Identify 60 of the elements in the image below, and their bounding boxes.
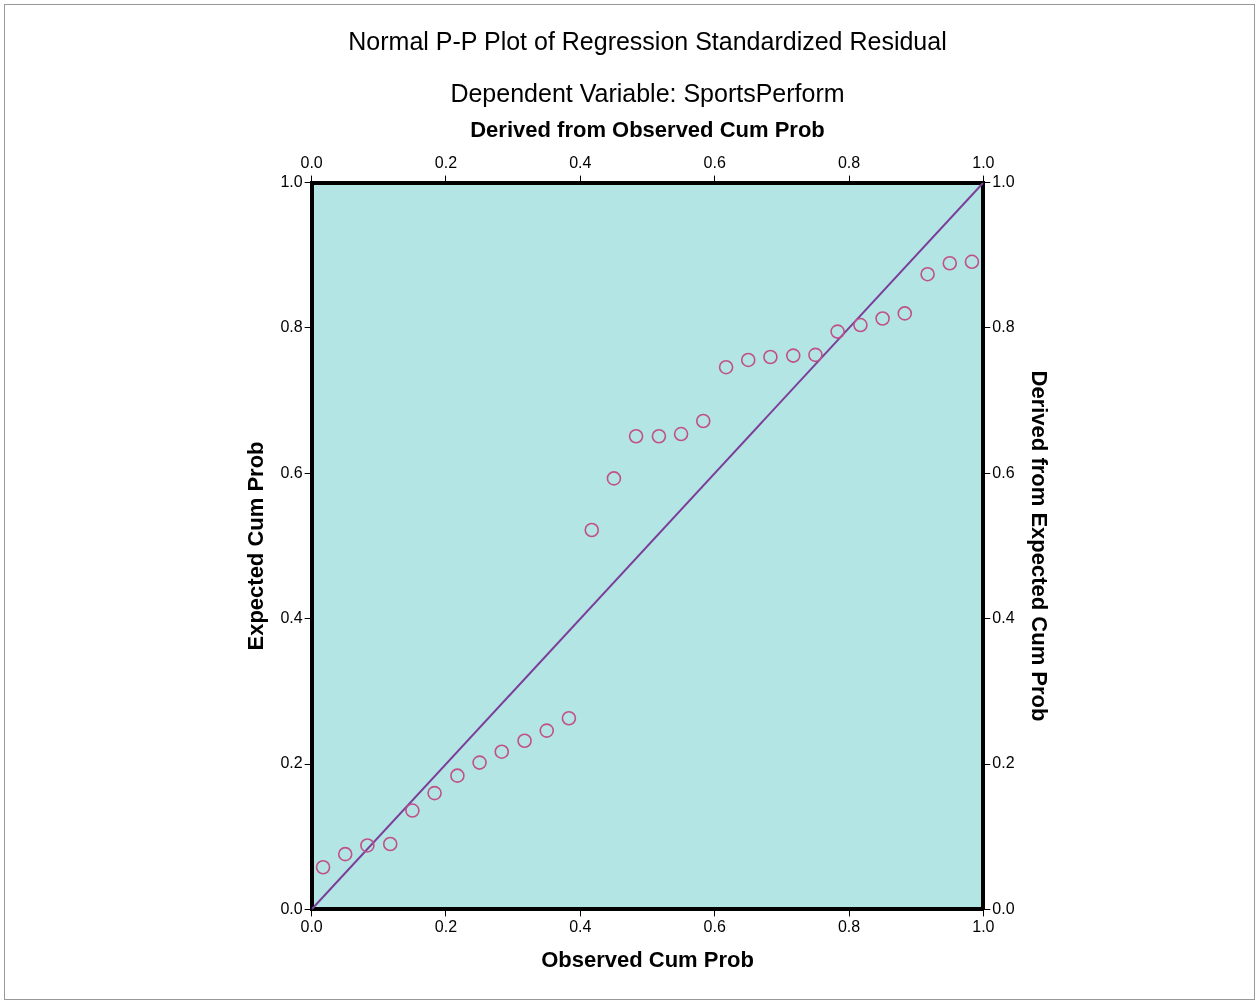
y2-tick-label: 0.0 bbox=[992, 899, 1015, 917]
point bbox=[450, 768, 465, 783]
point bbox=[472, 755, 487, 770]
x-tick-label: 0.6 bbox=[703, 918, 726, 936]
chart-subtitle: Dependent Variable: SportsPerform bbox=[450, 78, 845, 107]
x2-tick-label: 0.6 bbox=[703, 154, 726, 172]
y2-tick-label: 0.2 bbox=[992, 754, 1015, 772]
y2-axis-title: Derived from Expected Cum Prob bbox=[1026, 370, 1052, 722]
x-tick-label: 0.2 bbox=[434, 918, 458, 936]
point bbox=[405, 803, 420, 818]
x2-tick-label: 0.4 bbox=[569, 154, 592, 172]
point bbox=[337, 846, 353, 862]
y-tick-label: 1.0 bbox=[280, 173, 303, 191]
x2-tick-label: 0.2 bbox=[434, 154, 458, 172]
point bbox=[561, 710, 577, 726]
y-axis-title: Expected Cum Prob bbox=[243, 441, 269, 651]
point bbox=[315, 859, 331, 875]
x-tick-label: 1.0 bbox=[972, 918, 995, 936]
point bbox=[897, 306, 913, 321]
chart-title: Normal P-P Plot of Regression Standardized Residual bbox=[348, 26, 947, 55]
x-tick-label: 0.0 bbox=[300, 918, 323, 936]
x-tick-label: 0.8 bbox=[837, 918, 861, 936]
point bbox=[606, 471, 622, 486]
point bbox=[830, 324, 845, 339]
point bbox=[718, 359, 734, 375]
point bbox=[853, 317, 868, 333]
y-tick-label: 0.6 bbox=[280, 463, 303, 481]
point bbox=[628, 428, 644, 444]
point bbox=[673, 426, 689, 442]
point bbox=[875, 311, 890, 326]
x2-tick-label: 1.0 bbox=[972, 154, 995, 172]
y2-tick-label: 1.0 bbox=[992, 173, 1015, 191]
y2-tick-label: 0.6 bbox=[992, 463, 1015, 481]
y-tick-label: 0.0 bbox=[280, 899, 303, 917]
point bbox=[382, 836, 398, 852]
point bbox=[740, 352, 756, 368]
point bbox=[808, 347, 823, 363]
point bbox=[517, 733, 532, 749]
y2-tick-label: 0.8 bbox=[992, 318, 1015, 336]
x-axis-title: Observed Cum Prob bbox=[541, 946, 754, 972]
point bbox=[920, 266, 935, 282]
x-tick-label: 0.4 bbox=[569, 918, 592, 936]
x2-tick-label: 0.0 bbox=[300, 154, 323, 172]
point bbox=[360, 838, 375, 853]
y2-tick-label: 0.4 bbox=[992, 609, 1015, 627]
point bbox=[494, 744, 510, 759]
point bbox=[785, 348, 801, 363]
point bbox=[695, 413, 711, 429]
point bbox=[427, 785, 442, 801]
point bbox=[964, 254, 980, 270]
point bbox=[539, 723, 555, 738]
point bbox=[942, 255, 958, 271]
point bbox=[763, 349, 778, 365]
point bbox=[651, 428, 667, 444]
x2-axis-title: Derived from Observed Cum Prob bbox=[470, 117, 825, 143]
y-tick-label: 0.4 bbox=[280, 609, 303, 627]
point bbox=[584, 522, 600, 538]
y-tick-label: 0.8 bbox=[280, 318, 303, 336]
x2-tick-label: 0.8 bbox=[837, 154, 861, 172]
y-tick-label: 0.2 bbox=[280, 754, 303, 772]
